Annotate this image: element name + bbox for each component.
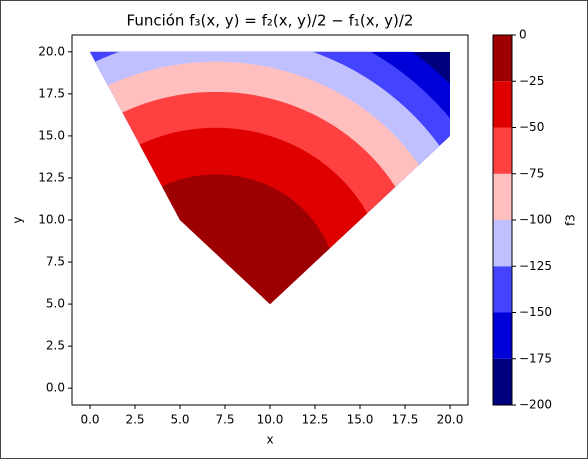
colorbar-swatch	[493, 81, 512, 128]
x-tick-label: 17.5	[392, 413, 419, 427]
y-tick-label: 15.0	[38, 128, 65, 142]
x-tick-label: 2.5	[125, 413, 144, 427]
y-tick-label: 0.0	[46, 381, 65, 395]
colorbar-tick-label: −175	[519, 351, 552, 365]
y-axis-label: y	[11, 216, 25, 223]
y-tick-label: 17.5	[38, 86, 65, 100]
colorbar-tick-label: −125	[519, 259, 552, 273]
x-tick-label: 7.5	[215, 413, 234, 427]
x-tick-label: 15.0	[347, 413, 374, 427]
x-tick-label: 20.0	[437, 413, 464, 427]
colorbar-swatch	[493, 358, 512, 405]
x-tick-label: 12.5	[302, 413, 329, 427]
colorbar-swatch	[493, 312, 512, 359]
y-tick-label: 5.0	[46, 297, 65, 311]
colorbar-swatch	[493, 220, 512, 267]
y-tick-label: 20.0	[38, 44, 65, 58]
colorbar-tick-label: −100	[519, 213, 552, 227]
colorbar-tick-label: −200	[519, 398, 552, 412]
colorbar-label: f3	[564, 214, 578, 226]
x-tick-label: 10.0	[257, 413, 284, 427]
colorbar-swatch	[493, 266, 512, 313]
chart-title: Función f₃(x, y) = f₂(x, y)/2 − f₁(x, y)…	[127, 12, 414, 30]
y-tick-label: 2.5	[46, 339, 65, 353]
colorbar-swatch	[493, 173, 512, 220]
colorbar-tick-label: −25	[519, 74, 544, 88]
y-tick-label: 12.5	[38, 170, 65, 184]
y-tick-label: 7.5	[46, 255, 65, 269]
colorbar-tick-label: −75	[519, 166, 544, 180]
x-tick-label: 5.0	[170, 413, 189, 427]
x-axis-label: x	[266, 433, 273, 447]
colorbar-tick-label: −50	[519, 120, 544, 134]
x-tick-label: 0.0	[80, 413, 99, 427]
colorbar-tick-label: −150	[519, 305, 552, 319]
colorbar-swatch	[493, 35, 512, 82]
colorbar-swatch	[493, 127, 512, 174]
y-tick-label: 10.0	[38, 213, 65, 227]
colorbar-tick-label: 0	[519, 28, 527, 42]
